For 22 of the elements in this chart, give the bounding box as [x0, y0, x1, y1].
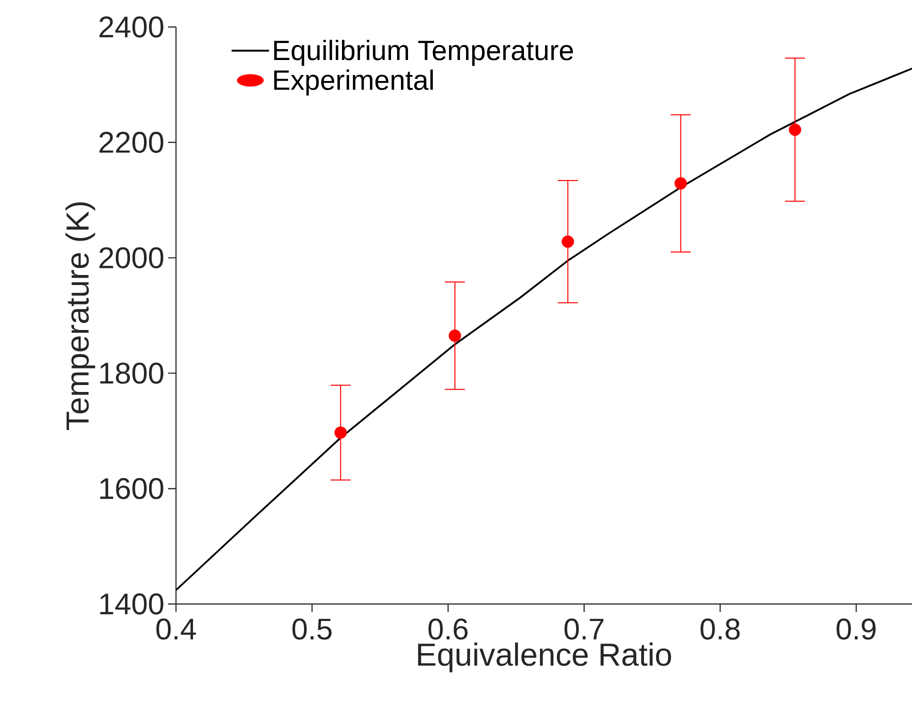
x-tick-label: 0.7: [564, 618, 604, 640]
x-tick-label: 0.6: [428, 618, 468, 640]
point: [788, 124, 802, 136]
legend-label: Experimental: [274, 70, 433, 96]
point: [334, 426, 347, 439]
x-tick-label: 0.4: [156, 618, 196, 640]
x-tick-label: 0.9: [836, 618, 876, 640]
legend-label: Equilibrium Temperature: [274, 40, 573, 66]
point: [448, 329, 462, 342]
x-tick-label: 0.8: [700, 618, 740, 640]
point: [674, 177, 687, 190]
x-tick-label: 0.5: [292, 618, 332, 640]
y-tick-label: 1800: [100, 362, 164, 384]
y-tick-label: 2000: [99, 247, 164, 268]
y-tick-label: 1400: [100, 593, 164, 615]
y-axis-title: Temperature (K): [65, 202, 96, 430]
y-tick-label: 2400: [99, 16, 164, 38]
line-series: [175, 68, 912, 592]
y-tick-label: 2200: [99, 132, 164, 153]
point: [562, 235, 574, 248]
y-tick-label: 1600: [100, 478, 164, 500]
x-axis-title: Equivalence Ratio: [418, 642, 672, 672]
